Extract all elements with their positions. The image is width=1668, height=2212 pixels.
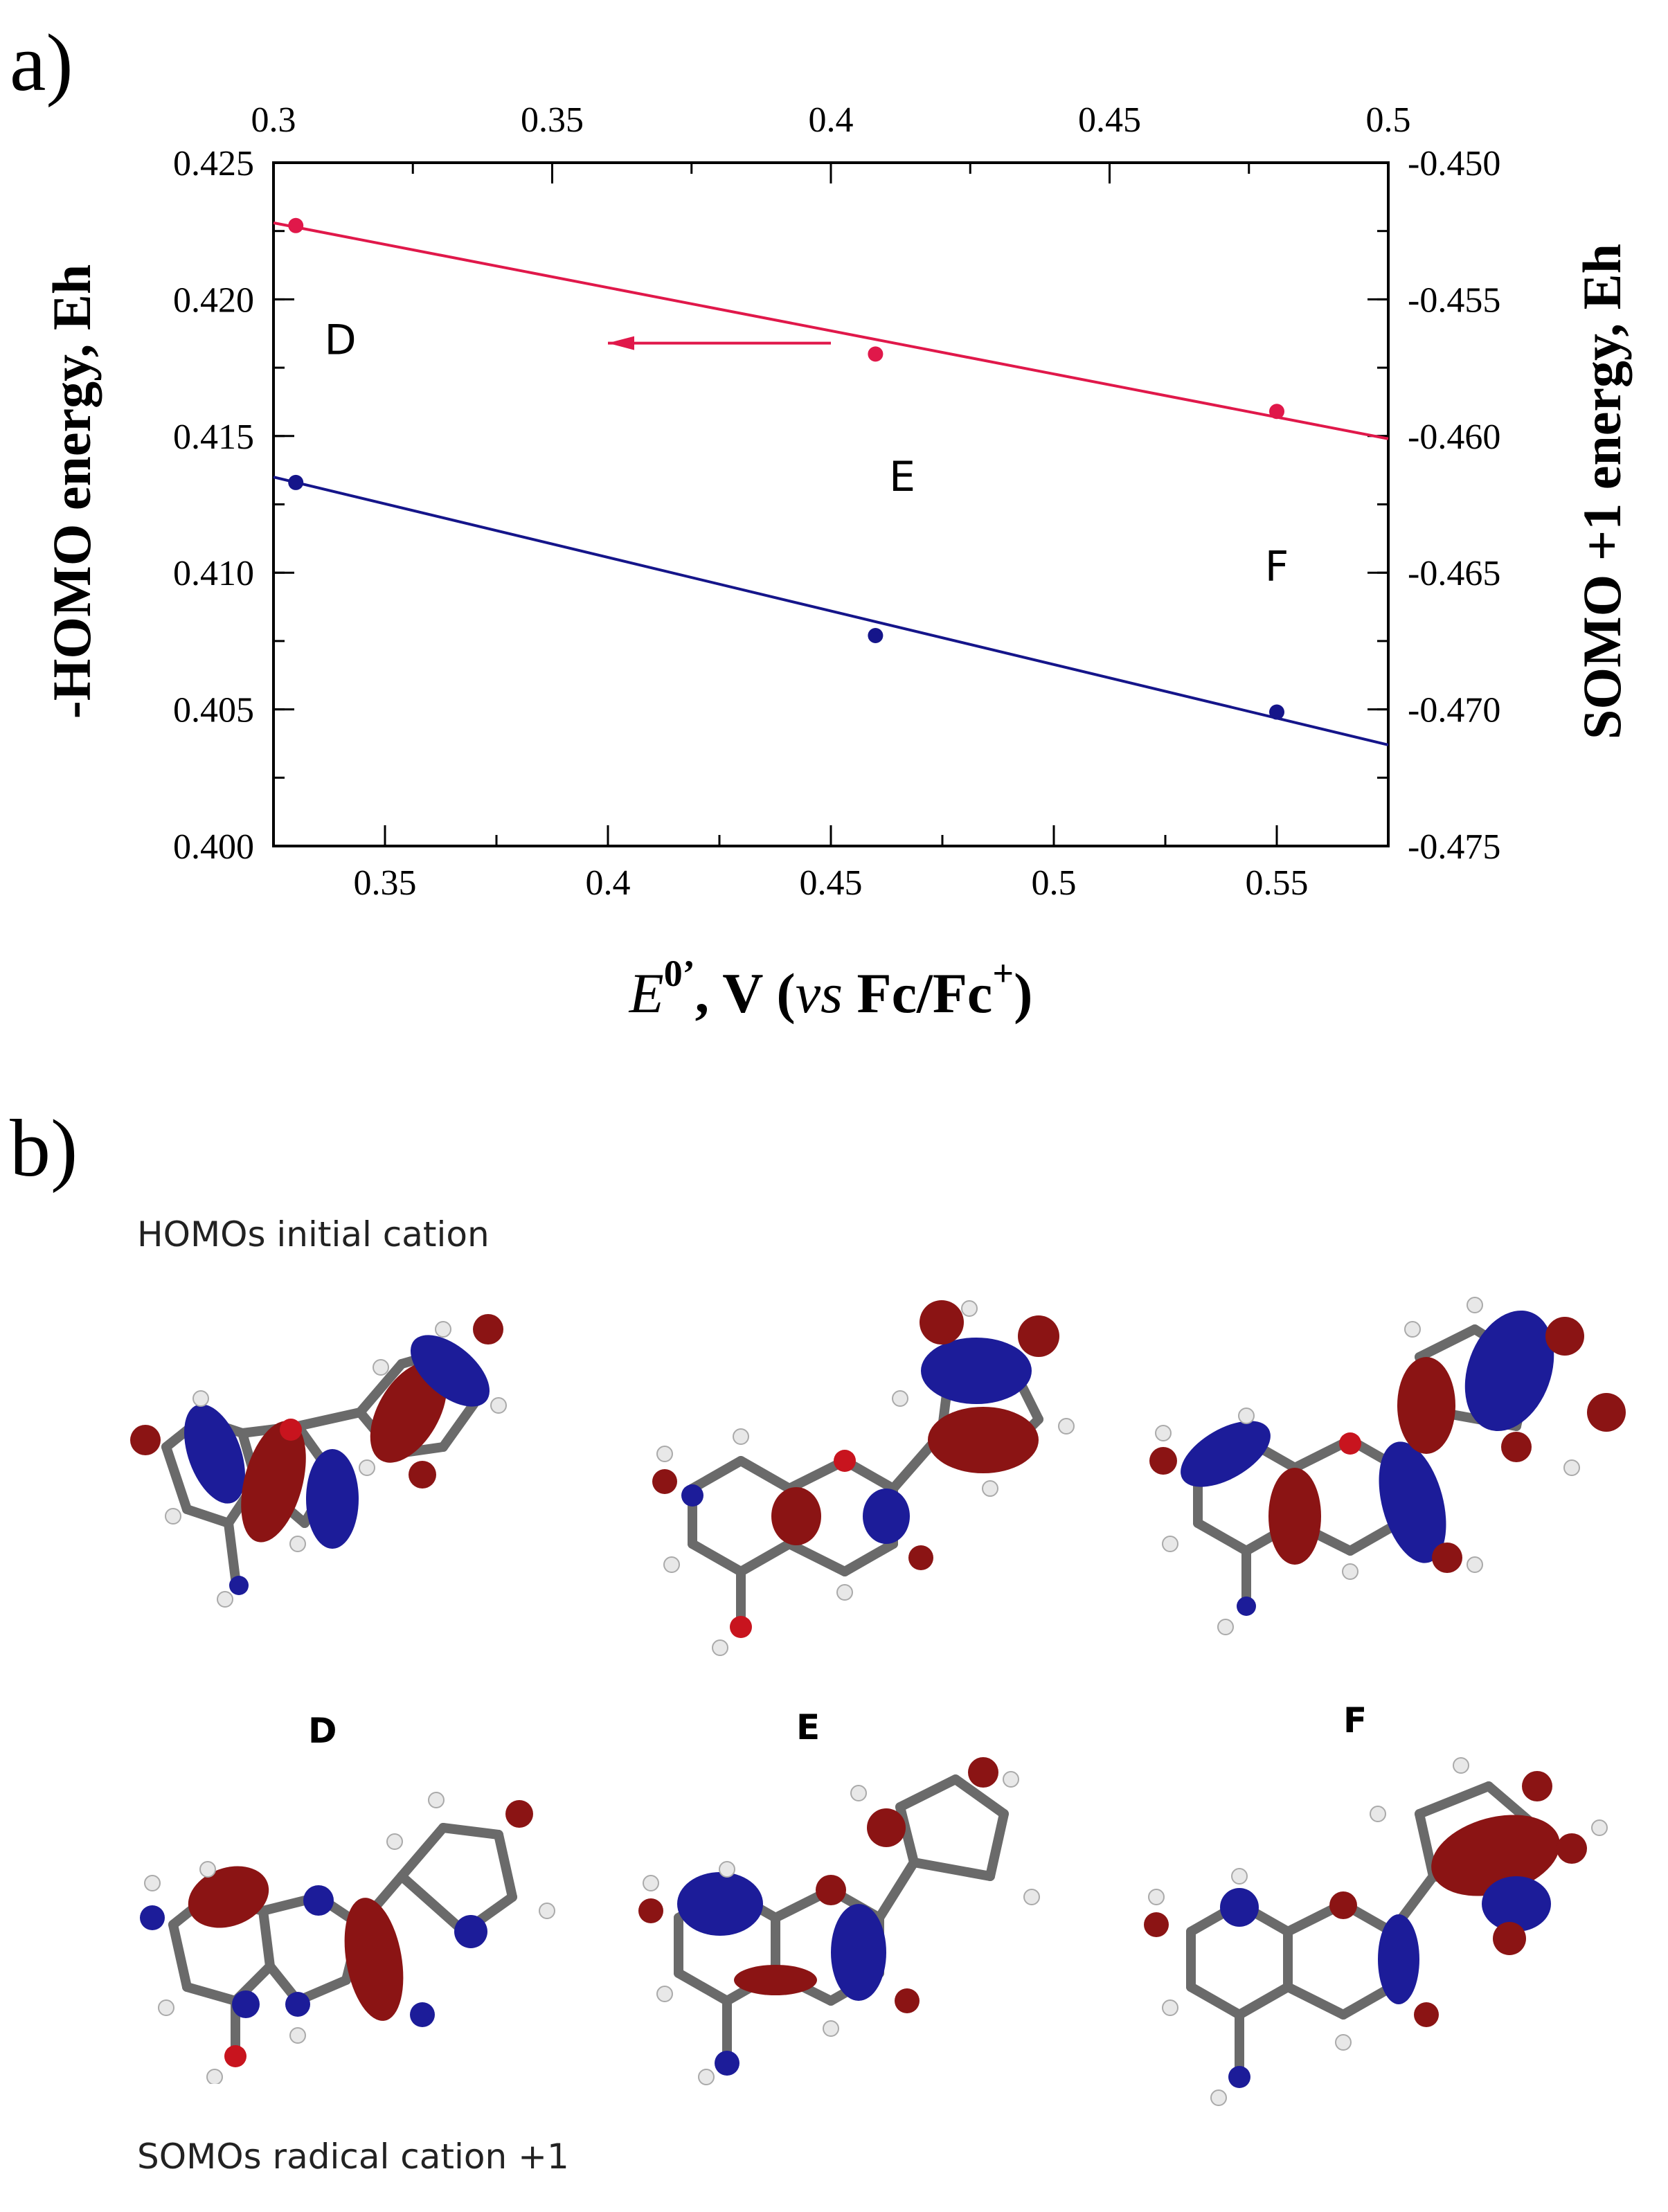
series-left-point bbox=[868, 346, 884, 362]
y-right-tick-label: -0.460 bbox=[1408, 417, 1500, 457]
x-axis-label: E0’, V (vs Fc/Fc+) bbox=[629, 953, 1033, 1025]
series-right-point bbox=[288, 474, 304, 490]
y-left-tick-label: 0.400 bbox=[173, 827, 254, 867]
plot-frame bbox=[272, 161, 1390, 847]
y-left-tick-label: 0.410 bbox=[173, 554, 254, 593]
y-left-tick-label: 0.420 bbox=[173, 280, 254, 320]
x-top-tick-label: 0.4 bbox=[809, 100, 854, 140]
x-bottom-tick-label: 0.35 bbox=[354, 863, 417, 903]
x-top-tick-label: 0.5 bbox=[1366, 100, 1411, 140]
series-right-fit-line bbox=[273, 476, 1389, 746]
somo-molecule-e bbox=[638, 1757, 1040, 2085]
energy-chart: 0.35 0.4 0.45 0.5 0.55 0.3 0.35 0.4 0.45 0.5 0.400… bbox=[42, 100, 1632, 1025]
y-left-tick-label: 0.425 bbox=[173, 144, 254, 183]
somo-caption: SOMOs radical cation +1 bbox=[137, 2137, 569, 2177]
panel-a-label: a) bbox=[10, 17, 73, 108]
fit-lines bbox=[273, 221, 1389, 746]
y-right-tick-label: -0.465 bbox=[1408, 554, 1500, 593]
x-top-tick-label: 0.45 bbox=[1078, 100, 1141, 140]
axis-tick-labels: 0.35 0.4 0.45 0.5 0.55 0.3 0.35 0.4 0.45 0.5 0.400… bbox=[173, 100, 1500, 903]
homo-molecule-f bbox=[1149, 1297, 1626, 1635]
series-right-point bbox=[868, 628, 884, 644]
homo-caption: HOMOs initial cation bbox=[137, 1214, 490, 1255]
panel-b-label: b) bbox=[10, 1103, 78, 1194]
molecule-label-e: E bbox=[796, 1707, 820, 1747]
x-bottom-tick-label: 0.45 bbox=[800, 863, 863, 903]
somo-molecule-d bbox=[140, 1792, 555, 2084]
homo-molecule-e bbox=[652, 1300, 1075, 1656]
annotation-f: F bbox=[1265, 543, 1289, 591]
annotation-d: D bbox=[324, 316, 356, 364]
x-bottom-tick-label: 0.5 bbox=[1032, 863, 1077, 903]
molecule-label-d: D bbox=[308, 1711, 337, 1751]
axis-ticks bbox=[272, 161, 1390, 847]
point-annotations: D E F bbox=[324, 316, 1289, 591]
x-bottom-tick-label: 0.55 bbox=[1246, 863, 1309, 903]
somo-molecule-f bbox=[1144, 1757, 1608, 2106]
x-top-tick-label: 0.3 bbox=[251, 100, 296, 140]
y-right-tick-label: -0.470 bbox=[1408, 691, 1500, 730]
series-left-fit-line bbox=[273, 221, 1389, 440]
y-right-tick-label: -0.450 bbox=[1408, 144, 1500, 183]
series-left-point bbox=[1269, 404, 1284, 420]
arrow-left-head bbox=[608, 336, 634, 350]
x-top-tick-label: 0.35 bbox=[521, 100, 584, 140]
molecule-label-f: F bbox=[1343, 1700, 1367, 1741]
y-right-tick-label: -0.475 bbox=[1408, 827, 1500, 867]
direction-arrows bbox=[608, 336, 831, 350]
series-left-point bbox=[288, 217, 304, 233]
homo-molecule-d bbox=[130, 1314, 507, 1608]
x-bottom-tick-label: 0.4 bbox=[586, 863, 631, 903]
y-right-axis-label: SOMO +1 energy, Eh bbox=[1572, 244, 1632, 739]
y-left-axis-label: -HOMO energy, Eh bbox=[42, 264, 102, 719]
y-left-tick-label: 0.405 bbox=[173, 691, 254, 730]
annotation-e: E bbox=[889, 453, 915, 501]
series-right-point bbox=[1269, 704, 1284, 720]
y-right-tick-label: -0.455 bbox=[1408, 280, 1500, 320]
data-points bbox=[288, 217, 1284, 720]
y-left-tick-label: 0.415 bbox=[173, 417, 254, 457]
